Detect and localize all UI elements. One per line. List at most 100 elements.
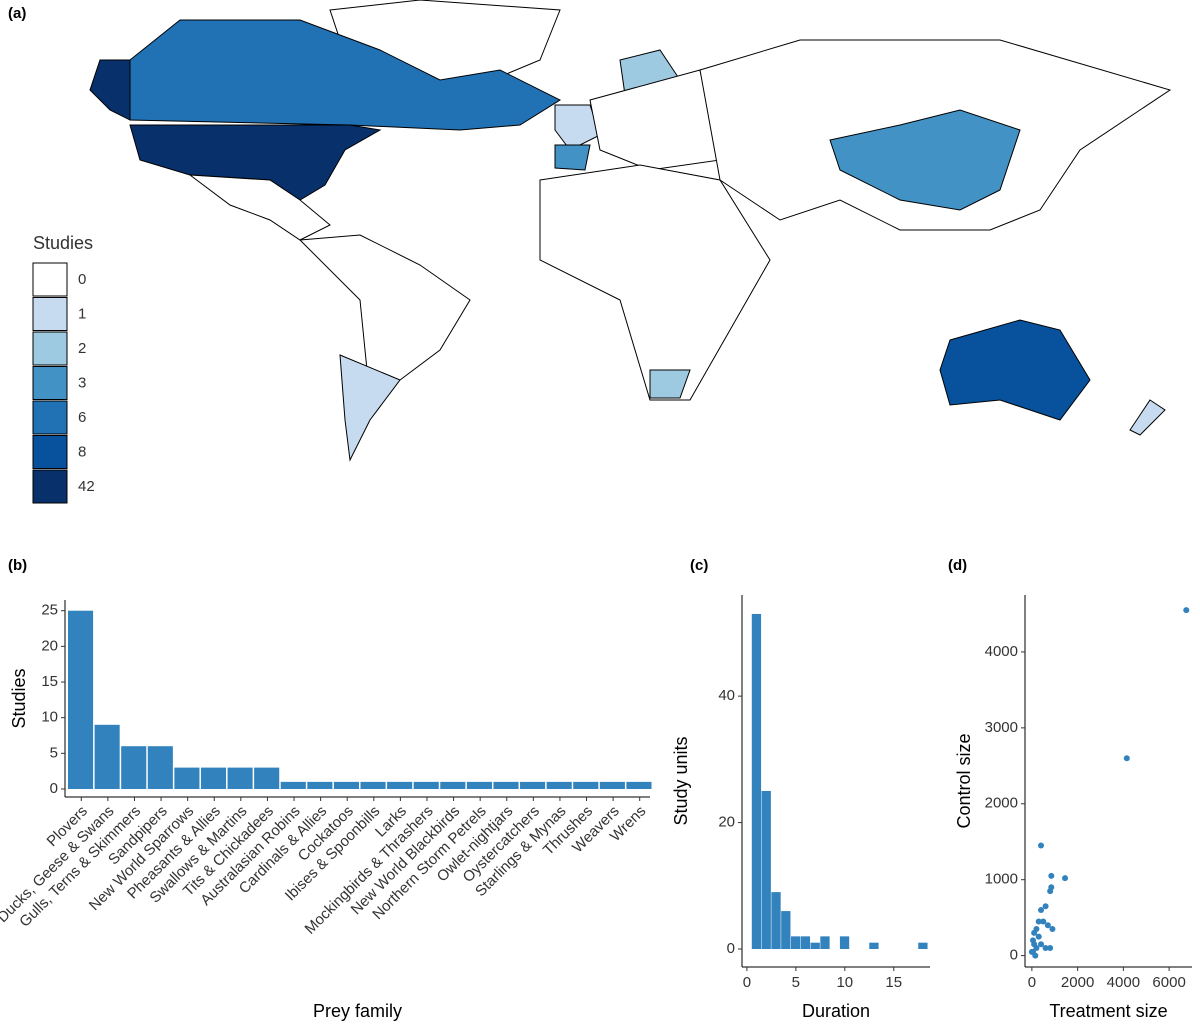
legend-label: 6 (78, 409, 86, 426)
bar (94, 724, 120, 789)
point (1044, 922, 1051, 929)
histogram-bar (820, 936, 830, 949)
legend-swatch (32, 297, 68, 331)
land (589, 69, 721, 171)
histogram-bar (869, 942, 879, 949)
histogram-bar (800, 936, 811, 949)
land (554, 104, 601, 151)
y-tick-label: 5 (50, 744, 58, 761)
land (129, 19, 562, 131)
point (1047, 945, 1054, 952)
bar (121, 746, 147, 789)
histogram-bar (810, 942, 820, 949)
bar (466, 781, 492, 789)
x-axis-title: Duration (802, 1001, 870, 1021)
y-tick-label: 20 (718, 814, 735, 831)
point (1038, 941, 1045, 948)
histogram-bar (761, 790, 771, 949)
bar (227, 767, 253, 789)
x-tick-label: 15 (885, 974, 902, 991)
legend-swatch (32, 469, 68, 504)
histogram-bar (771, 892, 781, 949)
panel-label: (a) (8, 5, 26, 22)
x-tick-label: 0 (1028, 974, 1036, 991)
bar (147, 746, 173, 789)
point (1032, 952, 1039, 959)
legend-swatch (32, 262, 68, 297)
y-tick-label: 0 (1010, 947, 1018, 964)
y-tick-label: 3000 (985, 719, 1018, 736)
bar (520, 781, 546, 789)
point (1035, 933, 1042, 940)
bar (387, 781, 413, 789)
land (89, 59, 131, 121)
x-axis-title: Prey family (313, 1001, 402, 1021)
y-axis-title: Studies (9, 668, 29, 728)
point (1038, 907, 1045, 914)
x-tick-label: 6000 (1152, 974, 1185, 991)
land (649, 369, 691, 399)
y-tick-label: 20 (41, 637, 58, 654)
histogram-bar (839, 936, 850, 949)
land (539, 164, 771, 401)
bar (546, 781, 572, 789)
land (129, 124, 382, 201)
y-tick-label: 10 (41, 709, 58, 726)
y-tick-label: 40 (718, 687, 735, 704)
bar (573, 781, 599, 789)
legend-label: 3 (78, 374, 86, 391)
histogram-bar (781, 911, 791, 949)
y-tick-label: 0 (727, 940, 735, 957)
legend-swatch (32, 366, 68, 400)
bar (599, 781, 625, 789)
histogram-bar (918, 942, 928, 949)
land (939, 319, 1091, 421)
land (339, 354, 401, 462)
x-tick-label: 5 (792, 974, 800, 991)
point (1028, 948, 1035, 955)
point (1035, 918, 1042, 925)
bar (333, 781, 359, 789)
point (1033, 945, 1040, 952)
point (1048, 872, 1055, 879)
bar (200, 767, 227, 789)
x-axis-title: Treatment size (1049, 1001, 1167, 1021)
bar (68, 610, 94, 789)
legend-swatch (32, 435, 68, 469)
point (1047, 888, 1054, 895)
y-axis-title: Control size (954, 733, 974, 828)
point (1042, 903, 1049, 910)
y-tick-label: 15 (41, 673, 58, 690)
y-tick-label: 0 (50, 780, 58, 797)
land (188, 174, 331, 241)
panel-label: (c) (690, 557, 708, 574)
legend-label: 1 (78, 305, 86, 322)
legend-title: Studies (33, 233, 93, 253)
bar (493, 781, 519, 789)
histogram-bar (790, 936, 801, 949)
legend-label: 0 (78, 271, 86, 288)
x-tick-label: 0 (743, 974, 751, 991)
legend-swatch (32, 400, 68, 435)
land (554, 144, 591, 171)
bar (360, 781, 386, 789)
y-tick-label: 2000 (985, 795, 1018, 812)
legend-label: 8 (78, 443, 86, 460)
bar (174, 767, 200, 789)
land (298, 234, 471, 401)
x-tick-label: 2000 (1061, 974, 1094, 991)
panel-label: (d) (948, 557, 967, 574)
point (1031, 929, 1038, 936)
legend-label: 42 (78, 478, 95, 495)
land (1129, 399, 1166, 436)
land (829, 109, 1021, 211)
panel-label: (b) (8, 557, 27, 574)
legend-swatch (32, 331, 68, 366)
point (1123, 755, 1130, 762)
point (1042, 945, 1049, 952)
x-tick-label: 4000 (1107, 974, 1140, 991)
bar (307, 781, 333, 789)
bar (413, 781, 439, 789)
x-tick-label: 10 (836, 974, 853, 991)
